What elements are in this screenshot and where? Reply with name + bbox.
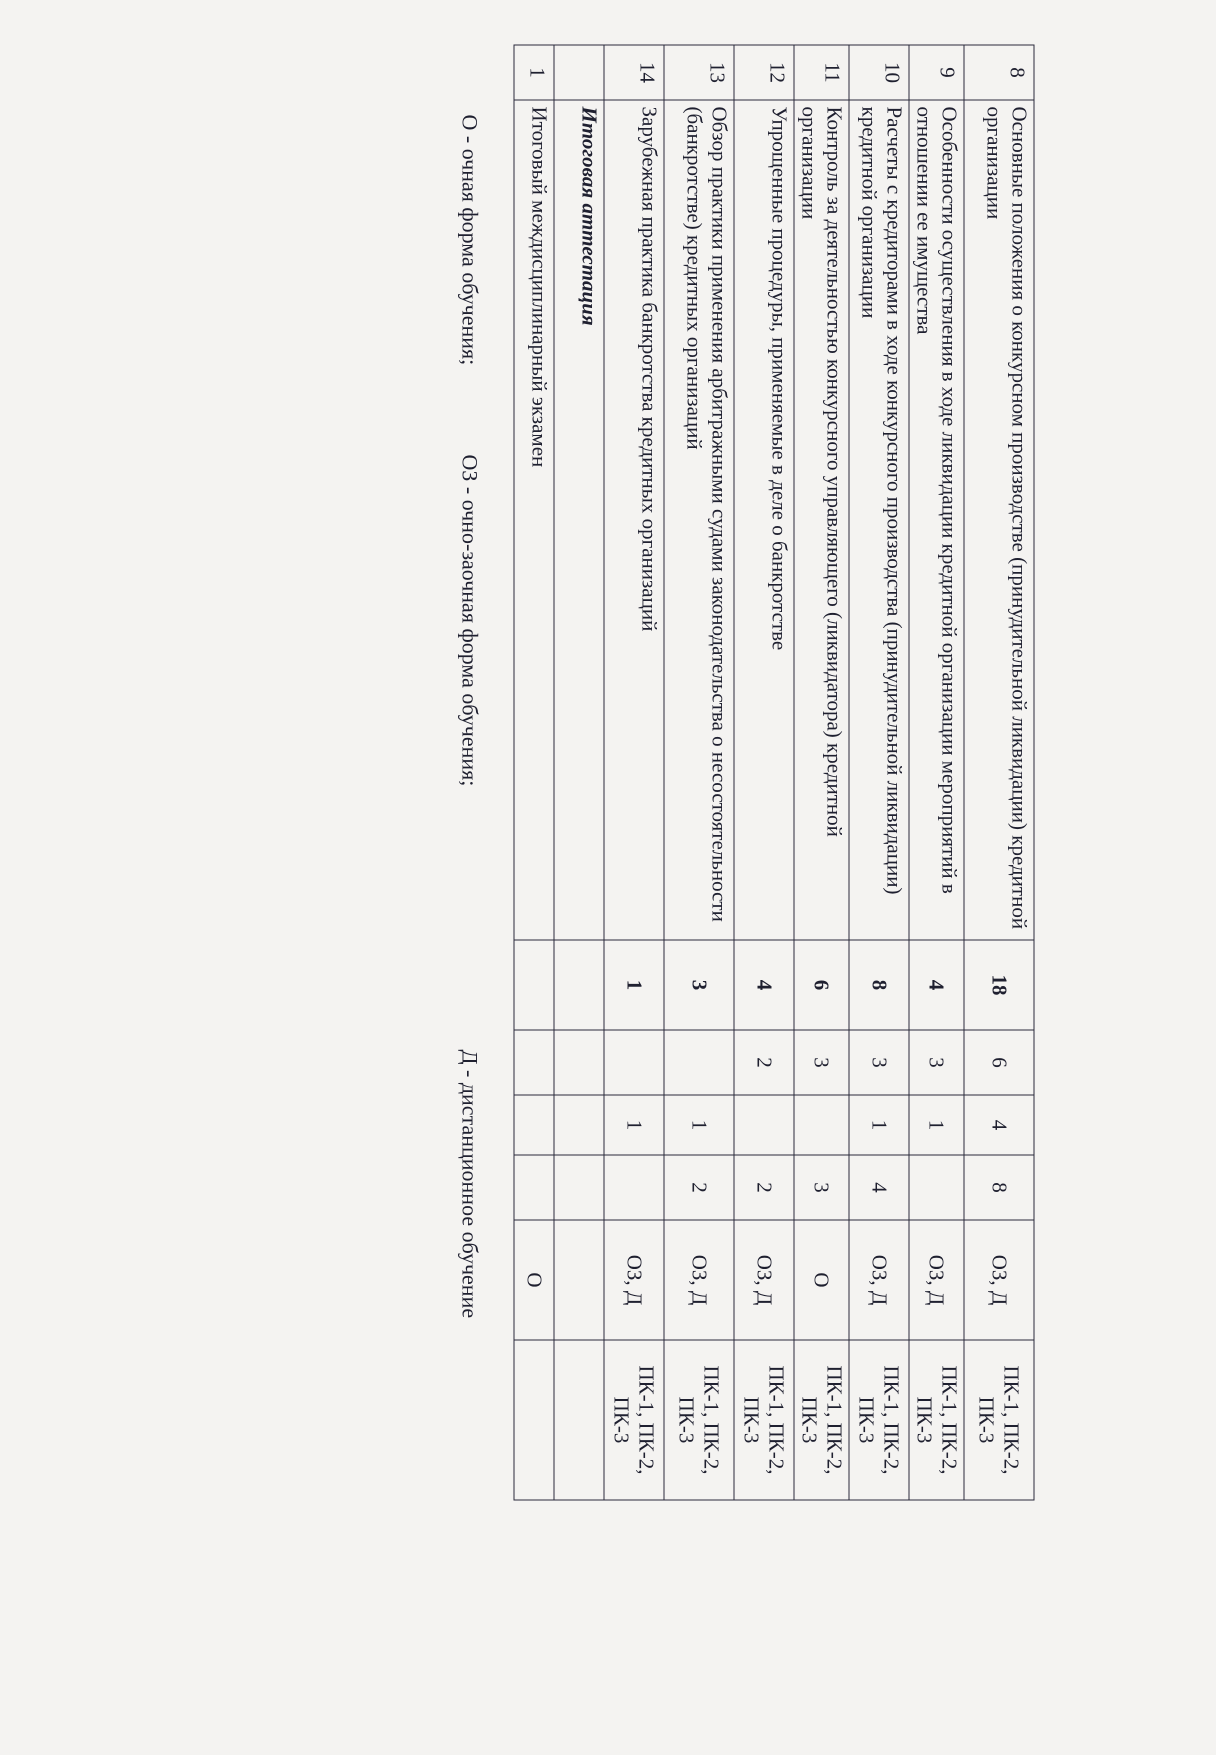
hours-col-2: 1: [604, 1095, 664, 1155]
empty-cell: [514, 1155, 554, 1220]
hours-col-3: 2: [734, 1155, 794, 1220]
hours-col-1: 3: [794, 1030, 849, 1095]
empty-cell: [514, 940, 554, 1030]
competencies: ПК-1, ПК-2, ПК-3: [664, 1340, 734, 1500]
table-row: 11 Контроль за деятельностью конкурсного …: [794, 45, 849, 1500]
topic-name: Обзор практики применения арбитражными с…: [664, 100, 734, 940]
hours-col-2: 1: [849, 1095, 909, 1155]
empty-cell: [554, 1340, 604, 1500]
topic-name: Расчеты с кредиторами в ходе конкурсного…: [849, 100, 909, 940]
total-hours: 1: [604, 940, 664, 1030]
study-form: ОЗ, Д: [849, 1220, 909, 1340]
row-number: 9: [909, 45, 964, 100]
competencies: ПК-1, ПК-2, ПК-3: [909, 1340, 964, 1500]
table-row: 10 Расчеты с кредиторами в ходе конкурсно…: [849, 45, 909, 1500]
total-hours: 4: [734, 940, 794, 1030]
empty-cell: [514, 1030, 554, 1095]
competencies: ПК-1, ПК-2, ПК-3: [964, 1340, 1034, 1500]
attestation-heading-row: Итоговая аттестация: [554, 45, 604, 1500]
table-row: 14 Зарубежная практика банкротства кредит…: [604, 45, 664, 1500]
topic-name: Итоговый междисциплинарный экзамен: [514, 100, 554, 940]
study-form: ОЗ, Д: [664, 1220, 734, 1340]
empty-cell: [554, 1095, 604, 1155]
table-row: 13 Обзор практики применения арбитражными…: [664, 45, 734, 1500]
study-form: ОЗ, Д: [734, 1220, 794, 1340]
total-hours: 4: [909, 940, 964, 1030]
hours-col-2: 4: [964, 1095, 1034, 1155]
hours-col-1: 3: [849, 1030, 909, 1095]
total-hours: 18: [964, 940, 1034, 1030]
study-form: ОЗ, Д: [604, 1220, 664, 1340]
hours-col-1: 6: [964, 1030, 1034, 1095]
competencies: ПК-1, ПК-2, ПК-3: [794, 1340, 849, 1500]
row-number: 10: [849, 45, 909, 100]
topic-name: Контроль за деятельностью конкурсного уп…: [794, 100, 849, 940]
row-number: 14: [604, 45, 664, 100]
topic-name: Упрощенные процедуры, применяемые в деле…: [734, 100, 794, 940]
hours-col-1: 3: [909, 1030, 964, 1095]
study-form: ОЗ, Д: [964, 1220, 1034, 1340]
table-row: 12 Упрощенные процедуры, применяемые в де…: [734, 45, 794, 1500]
empty-cell: [554, 1030, 604, 1095]
hours-col-1: [604, 1030, 664, 1095]
attestation-heading: Итоговая аттестация: [554, 100, 604, 940]
total-hours: 6: [794, 940, 849, 1030]
competencies: [514, 1340, 554, 1500]
empty-cell: [514, 1095, 554, 1155]
hours-col-2: 1: [909, 1095, 964, 1155]
hours-col-3: 8: [964, 1155, 1034, 1220]
table-row: 8 Основные положения о конкурсном произво…: [964, 45, 1034, 1500]
table-row: 1 Итоговый междисциплинарный экзамен О: [514, 45, 554, 1500]
hours-col-2: [794, 1095, 849, 1155]
legend: О - очная форма обучения; ОЗ - очно-заоч…: [453, 45, 483, 1500]
row-number: 13: [664, 45, 734, 100]
study-form: ОЗ, Д: [909, 1220, 964, 1340]
legend-d: Д - дистанционное обучение: [457, 1049, 483, 1319]
study-form: О: [514, 1220, 554, 1340]
empty-cell: [554, 1220, 604, 1340]
hours-col-3: [909, 1155, 964, 1220]
hours-col-3: [604, 1155, 664, 1220]
empty-cell: [554, 1155, 604, 1220]
empty-cell: [554, 940, 604, 1030]
curriculum-table: 8 Основные положения о конкурсном произво…: [514, 45, 1035, 1501]
row-number: 8: [964, 45, 1034, 100]
competencies: ПК-1, ПК-2, ПК-3: [849, 1340, 909, 1500]
rotated-page: 8 Основные положения о конкурсном произво…: [435, 45, 1035, 1500]
competencies: ПК-1, ПК-2, ПК-3: [604, 1340, 664, 1500]
row-number: 12: [734, 45, 794, 100]
topic-name: Основные положения о конкурсном производ…: [964, 100, 1034, 940]
total-hours: 8: [849, 940, 909, 1030]
row-number: 1: [514, 45, 554, 100]
topic-name: Зарубежная практика банкротства кредитны…: [604, 100, 664, 940]
total-hours: 3: [664, 940, 734, 1030]
hours-col-1: [664, 1030, 734, 1095]
hours-col-3: 3: [794, 1155, 849, 1220]
hours-col-2: 1: [664, 1095, 734, 1155]
table-row: 9 Особенности осуществления в ходе ликвид…: [909, 45, 964, 1500]
study-form: О: [794, 1220, 849, 1340]
hours-col-3: 2: [664, 1155, 734, 1220]
topic-name: Особенности осуществления в ходе ликвида…: [909, 100, 964, 940]
competencies: ПК-1, ПК-2, ПК-3: [734, 1340, 794, 1500]
legend-oz: ОЗ - очно-заочная форма обучения;: [457, 454, 483, 787]
hours-col-3: 4: [849, 1155, 909, 1220]
row-number: [554, 45, 604, 100]
hours-col-2: [734, 1095, 794, 1155]
row-number: 11: [794, 45, 849, 100]
legend-o: О - очная форма обучения;: [457, 114, 483, 366]
hours-col-1: 2: [734, 1030, 794, 1095]
